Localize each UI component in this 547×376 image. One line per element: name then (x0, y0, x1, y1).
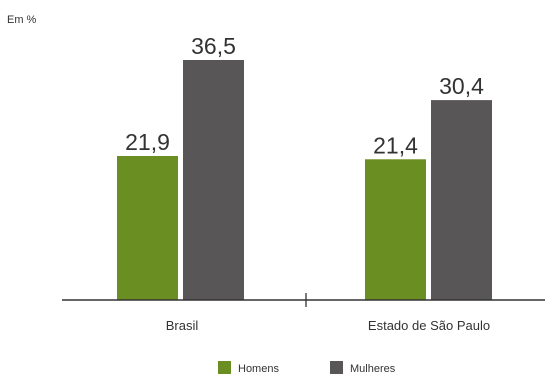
value-label-mulheres-brasil: 36,5 (191, 33, 236, 59)
x-tick-label-estado-sao-paulo: Estado de São Paulo (368, 318, 490, 333)
x-tick-label-brasil: Brasil (166, 318, 199, 333)
bar-mulheres-brasil (183, 60, 244, 300)
value-labels-group: 21,9 36,5 21,4 30,4 (125, 33, 484, 158)
bar-homens-brasil (117, 156, 178, 300)
bars-group (117, 60, 492, 300)
legend-label-homens: Homens (238, 363, 279, 375)
value-label-mulheres-estado-de-sao-paulo: 30,4 (439, 73, 484, 99)
bar-homens-estado-de-sao-paulo (365, 159, 426, 300)
legend-swatch-mulheres (330, 361, 343, 374)
value-label-homens-brasil: 21,9 (125, 129, 170, 155)
legend-label-mulheres: Mulheres (350, 363, 396, 375)
value-label-homens-estado-de-sao-paulo: 21,4 (373, 132, 418, 158)
legend-swatch-homens (218, 361, 231, 374)
legend: Homens Mulheres (218, 361, 396, 375)
unit-label: Em % (7, 14, 37, 26)
bar-mulheres-estado-de-sao-paulo (431, 100, 492, 300)
